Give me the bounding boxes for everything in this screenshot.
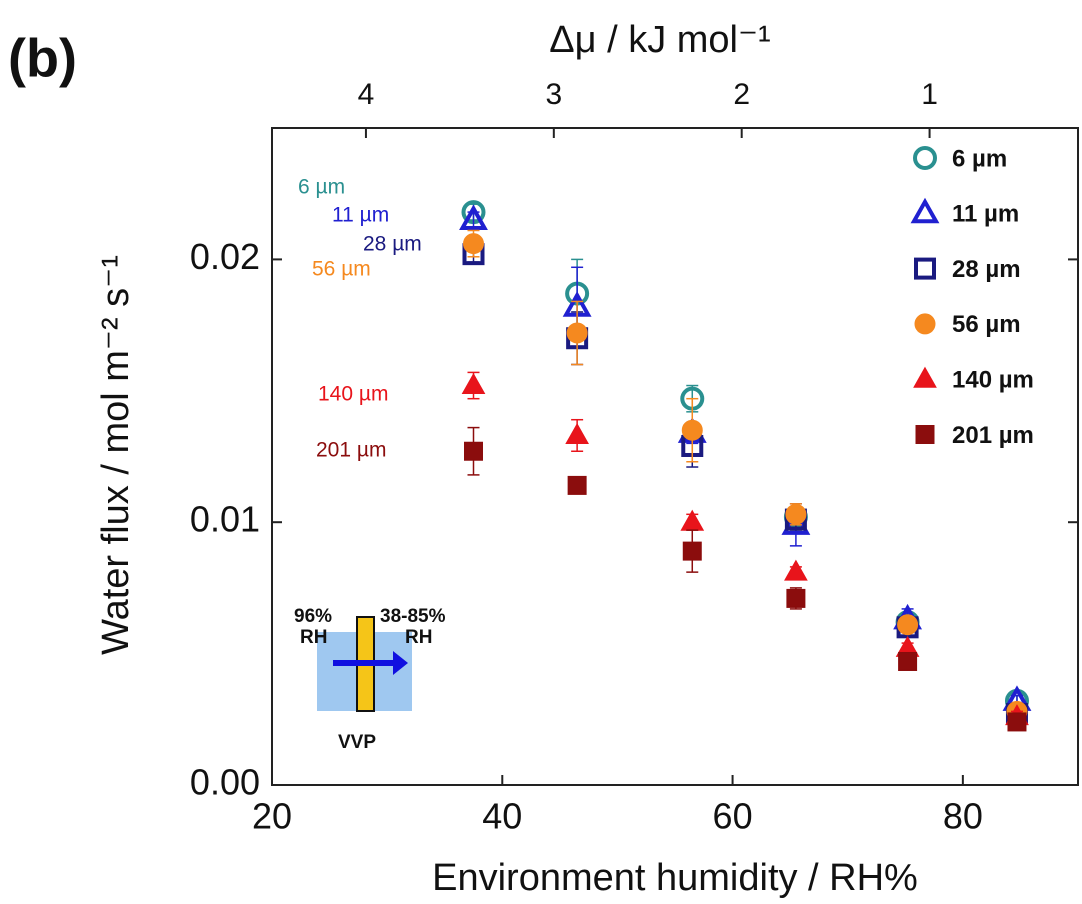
legend-label: 56 µm [952, 311, 1021, 338]
inset-label: RH [405, 627, 432, 648]
inset-label: 38-85% [380, 606, 446, 627]
inset-label: RH [300, 627, 327, 648]
y-tick-label: 0.02 [190, 236, 260, 277]
x-axis-title: Environment humidity / RH% [432, 857, 918, 899]
legend-marker [913, 366, 937, 388]
annotation: 56 µm [312, 258, 371, 281]
annotation: 140 µm [318, 383, 388, 406]
panel-label: (b) [8, 28, 77, 88]
marker [567, 475, 587, 495]
legend-marker [915, 425, 935, 444]
marker [682, 541, 702, 561]
legend-label: 140 µm [952, 367, 1034, 394]
inset-diagram: 96% RH 38-85% RH VVP [294, 606, 446, 753]
marker [1007, 712, 1027, 732]
x2-tick-label: 4 [358, 78, 375, 111]
plot-frame [271, 127, 1079, 786]
x2-tick-label: 3 [545, 78, 562, 111]
x2-tick-label: 2 [733, 78, 750, 111]
marker [566, 322, 588, 344]
marker [464, 441, 483, 461]
x-tick-label: 80 [943, 796, 983, 837]
x2-axis-title: Δμ / kJ mol⁻¹ [549, 19, 770, 61]
marker [897, 614, 919, 636]
inset-label: 96% [294, 606, 332, 627]
legend-marker [914, 313, 936, 335]
legend-label: 28 µm [952, 256, 1021, 283]
x2-tick-label: 1 [921, 78, 938, 111]
marker [786, 588, 806, 608]
y-tick-label: 0.01 [190, 499, 260, 540]
legend-label: 6 µm [952, 145, 1007, 172]
marker [898, 651, 918, 671]
legend-marker [914, 257, 936, 280]
legend-marker [910, 197, 940, 224]
x-tick-label: 20 [252, 796, 292, 837]
legend-marker [913, 146, 937, 170]
annotation: 201 µm [316, 439, 386, 462]
annotation: 6 µm [298, 176, 345, 199]
x-tick-label: 40 [482, 796, 522, 837]
inset-label: VVP [338, 732, 376, 753]
marker [463, 233, 484, 255]
legend-label: 201 µm [952, 422, 1034, 449]
x-tick-label: 60 [713, 796, 753, 837]
inset-arrowhead [393, 651, 408, 675]
marker [785, 503, 807, 525]
marker [681, 419, 703, 441]
y-axis-title: Water flux / mol m⁻² s⁻¹ [95, 255, 137, 655]
marker [461, 373, 486, 395]
marker [565, 422, 589, 444]
legend-label: 11 µm [952, 201, 1019, 228]
marker [784, 559, 808, 581]
annotation: 11 µm [332, 204, 389, 227]
marker [680, 509, 705, 531]
annotation: 28 µm [363, 233, 422, 256]
marker [459, 204, 488, 230]
y-tick-label: 0.00 [190, 762, 260, 803]
